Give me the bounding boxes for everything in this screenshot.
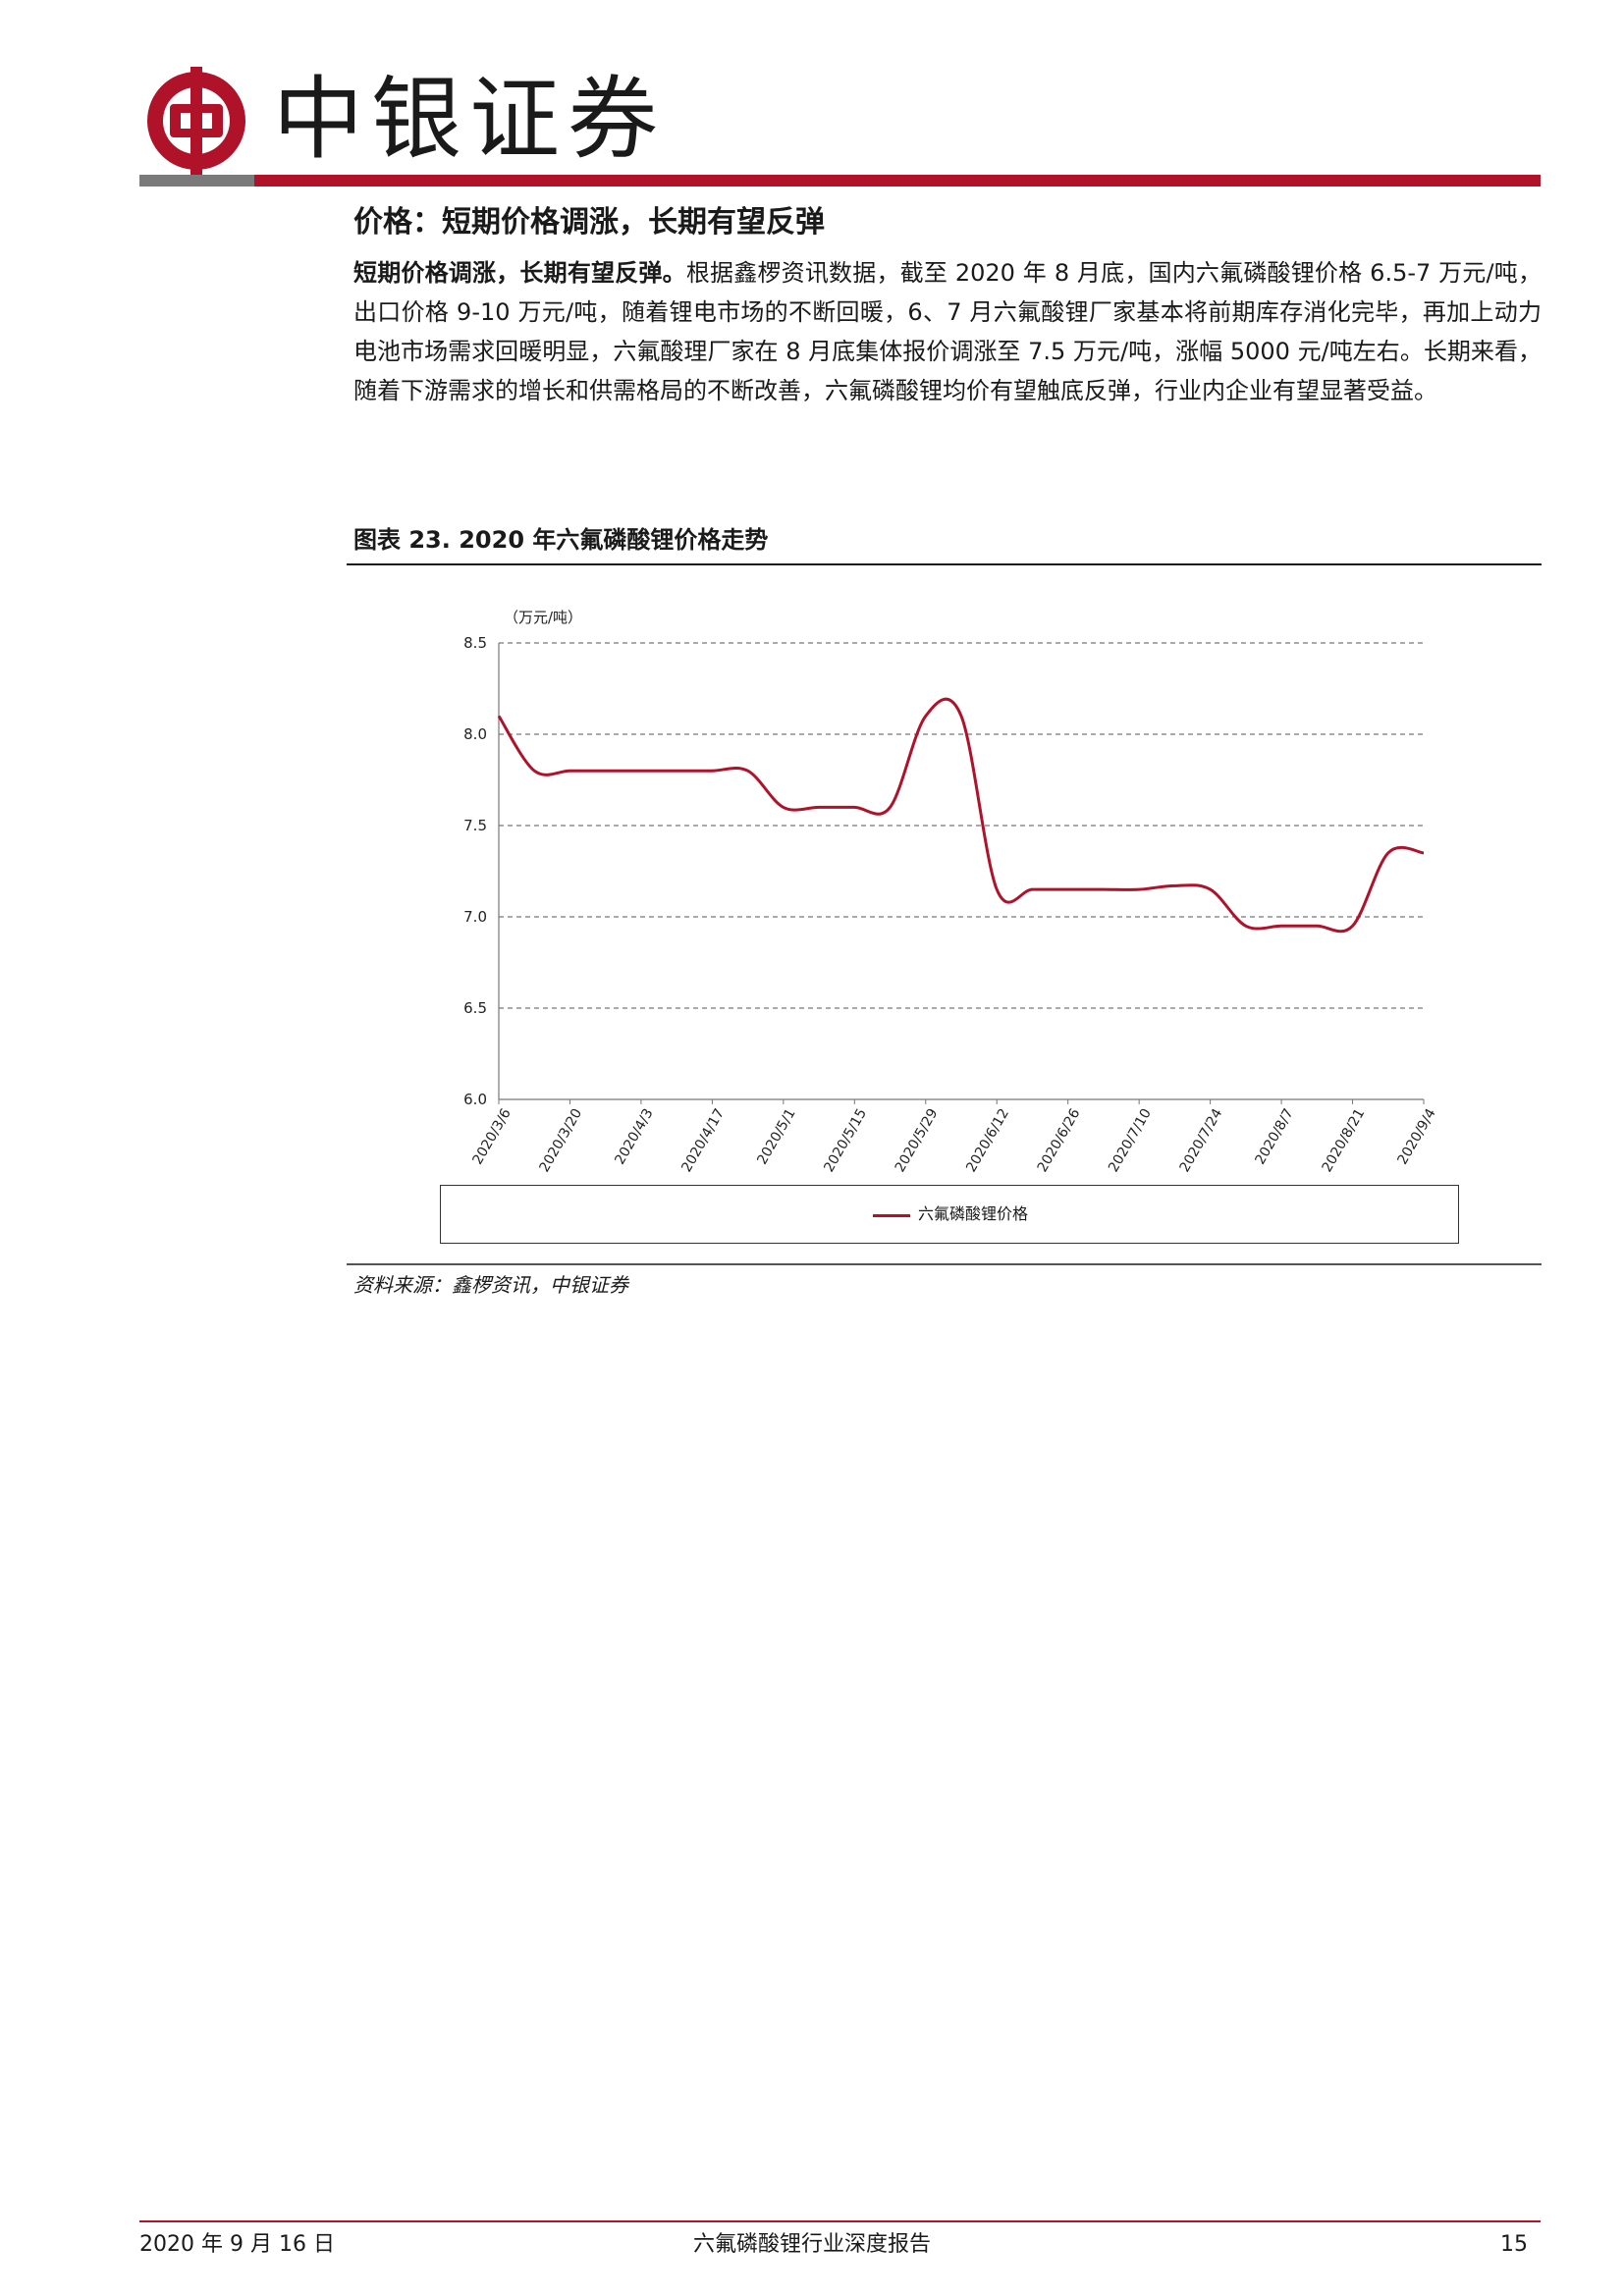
header-bar-red <box>254 175 1541 187</box>
y-tick-label-4: 6.5 <box>463 999 487 1017</box>
page-number: 15 <box>1500 2232 1528 2257</box>
x-tick-label-1: 2020/3/20 <box>536 1106 585 1175</box>
y-axis-unit-label: （万元/吨） <box>504 609 582 626</box>
legend-swatch <box>873 1214 910 1217</box>
x-tick-labels: 2020/3/6 2020/3/20 2020/4/3 2020/4/17 2020/5… <box>469 1106 1438 1175</box>
x-tick-label-4: 2020/5/1 <box>754 1106 798 1167</box>
series-line-0 <box>497 697 1425 934</box>
legend-entry: 六氟磷酸锂价格 <box>918 1204 1029 1223</box>
figure-bottom-rule <box>347 1263 1542 1265</box>
y-tick-label-1: 8.0 <box>463 725 487 743</box>
x-tick-label-10: 2020/7/24 <box>1177 1106 1226 1175</box>
x-tick-label-8: 2020/6/26 <box>1035 1106 1084 1175</box>
y-tick-label-0: 8.5 <box>463 634 487 652</box>
chart-legend: 六氟磷酸锂价格 <box>440 1185 1459 1244</box>
x-tick-label-3: 2020/4/17 <box>678 1106 728 1175</box>
paragraph-lead: 短期价格调涨，长期有望反弹。 <box>353 259 686 287</box>
footer-rule <box>139 2220 1541 2222</box>
price-line-chart: （万元/吨） 8.58.07.57.06.56.0 2020/3/6 2020/3… <box>463 609 1439 1175</box>
brand-name: 中银证券 <box>273 67 667 172</box>
y-tick-label-2: 7.5 <box>463 817 487 834</box>
figure-source: 资料来源：鑫椤资讯，中银证券 <box>353 1273 628 1297</box>
paragraph-body: 根据鑫椤资讯数据，截至 2020 年 8 月底，国内六氟磷酸锂价格 6.5-7 … <box>353 259 1542 404</box>
chart-axes <box>498 643 1425 1104</box>
y-tick-label-5: 6.0 <box>463 1091 487 1108</box>
section-paragraph: 短期价格调涨，长期有望反弹。根据鑫椤资讯数据，截至 2020 年 8 月底，国内… <box>353 253 1542 410</box>
figure-top-rule <box>347 563 1542 565</box>
x-tick-label-7: 2020/6/12 <box>963 1106 1012 1175</box>
chart-series <box>497 697 1425 934</box>
x-tick-label-0: 2020/3/6 <box>469 1106 514 1168</box>
x-tick-label-11: 2020/8/7 <box>1253 1106 1297 1167</box>
y-tick-labels: 8.5 8.0 7.5 7.0 6.5 6.0 <box>463 634 487 1108</box>
section-title: 价格：短期价格调涨，长期有望反弹 <box>353 205 825 240</box>
header-bar-grey <box>139 175 254 187</box>
y-tick-label-3: 7.0 <box>463 908 487 926</box>
footer-date: 2020 年 9 月 16 日 <box>139 2232 335 2257</box>
x-tick-label-5: 2020/5/15 <box>821 1106 870 1175</box>
figure-title: 图表 23. 2020 年六氟磷酸锂价格走势 <box>353 526 769 554</box>
x-tick-label-6: 2020/5/29 <box>893 1106 942 1175</box>
bank-logo-icon <box>147 67 245 175</box>
chart-gridlines <box>499 642 1424 1009</box>
x-tick-label-13: 2020/9/4 <box>1394 1106 1438 1168</box>
x-tick-label-12: 2020/8/21 <box>1320 1106 1369 1175</box>
x-tick-label-9: 2020/7/10 <box>1106 1106 1155 1175</box>
footer-report-title: 六氟磷酸锂行业深度报告 <box>692 2232 931 2257</box>
x-tick-label-2: 2020/4/3 <box>612 1106 656 1167</box>
